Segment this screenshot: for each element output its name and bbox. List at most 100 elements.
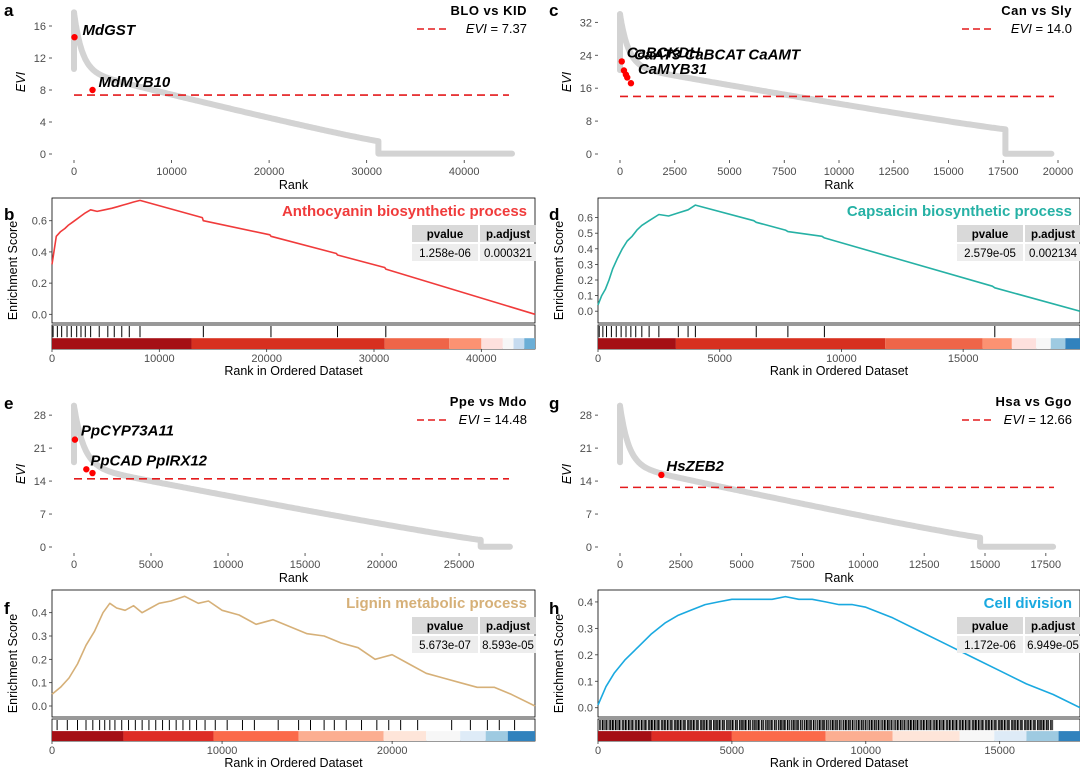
y-tick-label: 0 xyxy=(586,542,592,554)
x-tick-label: 10000 xyxy=(156,166,187,178)
enrichment-score-line xyxy=(597,595,1080,709)
gene-label: MdGST xyxy=(82,22,136,39)
x-tick-label: 5000 xyxy=(139,559,163,571)
highlighted-gene-point xyxy=(618,58,625,65)
x-tick-label: 0 xyxy=(617,166,623,178)
y-axis-title: EVI xyxy=(14,71,28,92)
pvalue-value: 1.258e-06 xyxy=(419,248,471,260)
y-tick-label: 0.5 xyxy=(578,228,593,240)
rank-heat-segment xyxy=(1065,338,1080,349)
rank-heat-segment xyxy=(298,731,384,741)
y-tick-label: 0.3 xyxy=(32,631,47,643)
x-axis-title: Rank xyxy=(279,178,309,192)
rank-heat-segment xyxy=(959,731,995,741)
rank-heat-segment xyxy=(449,338,482,349)
rank-heat-segment xyxy=(502,338,514,349)
gene-label: CaMYB31 xyxy=(638,61,707,78)
table-value-cell xyxy=(480,244,536,261)
x-tick-label: 20000 xyxy=(254,166,285,178)
table-header-cell xyxy=(480,617,536,634)
highlighted-gene-point xyxy=(89,469,96,477)
y-tick-label: 0.1 xyxy=(578,676,593,688)
x-tick-label: 15000 xyxy=(984,745,1015,757)
rank-heat-segment xyxy=(191,338,385,349)
gsea-plot-frame xyxy=(51,589,536,718)
x-tick-label: 7500 xyxy=(772,166,796,178)
y-tick-label: 7 xyxy=(586,509,592,521)
x-tick-label: 0 xyxy=(617,559,623,571)
x-tick-label: 5000 xyxy=(720,745,744,757)
gene-set-title: Cell division xyxy=(984,595,1072,612)
comparison-title: Ppe vs Mdo xyxy=(450,394,527,409)
gene-hit-marks xyxy=(599,720,1054,731)
x-tick-label: 10000 xyxy=(144,353,175,365)
rank-heat-segment xyxy=(1026,731,1059,741)
table-header-pvalue: pvalue xyxy=(427,229,463,241)
rank-heat-segment xyxy=(731,731,826,741)
x-axis-title: Rank xyxy=(824,178,854,192)
y-axis-title: EVI xyxy=(560,463,574,484)
x-tick-label: 5000 xyxy=(707,353,731,365)
y-tick-label: 8 xyxy=(586,116,592,128)
table-value-cell xyxy=(957,636,1023,653)
evi-points-cloud xyxy=(617,402,1057,550)
legend-label: EVI = 14.0 xyxy=(1011,21,1072,36)
x-axis-title: Rank in Ordered Dataset xyxy=(224,756,363,769)
y-tick-label: 14 xyxy=(580,476,592,488)
panel-letter: f xyxy=(4,599,10,618)
table-header-pvalue: pvalue xyxy=(972,621,1008,633)
rank-heat-segment xyxy=(598,338,676,349)
x-tick-label: 0 xyxy=(595,353,601,365)
x-tick-label: 10000 xyxy=(207,745,238,757)
rank-heat-segment xyxy=(481,338,503,349)
rank-heat-segment xyxy=(507,731,535,741)
y-tick-label: 28 xyxy=(34,410,46,422)
x-axis-title: Rank xyxy=(824,571,854,585)
panel-letter: h xyxy=(549,599,559,618)
comparison-title: BLO vs KID xyxy=(450,3,527,18)
x-tick-label: 20000 xyxy=(377,745,408,757)
highlighted-gene-point xyxy=(71,436,79,443)
x-tick-label: 17500 xyxy=(988,166,1019,178)
table-header-padjust: p.adjust xyxy=(1031,621,1075,633)
y-tick-label: 0.2 xyxy=(32,654,47,666)
enrichment-score-line xyxy=(597,204,1080,312)
x-tick-label: 25000 xyxy=(444,559,475,571)
panel-letter: d xyxy=(549,205,559,224)
padjust-value: 8.593e-05 xyxy=(482,640,534,652)
table-value-cell xyxy=(412,244,478,261)
evi-points-cloud xyxy=(71,402,513,550)
x-tick-label: 15000 xyxy=(970,559,1001,571)
table-header-padjust: p.adjust xyxy=(486,621,530,633)
enrichment-score-line xyxy=(51,199,536,316)
gene-label: PpCYP73A11 xyxy=(81,423,174,440)
y-axis-title: Enrichment Score xyxy=(552,614,566,713)
highlighted-gene-point xyxy=(71,34,78,41)
x-tick-label: 0 xyxy=(49,353,55,365)
y-tick-label: 4 xyxy=(40,117,46,129)
rank-heat-segment xyxy=(513,338,525,349)
table-value-cell xyxy=(957,244,1023,261)
x-axis-title: Rank in Ordered Dataset xyxy=(770,364,909,378)
gene-label: PpCAD PpIRX12 xyxy=(90,452,207,469)
y-tick-label: 0.2 xyxy=(578,275,593,287)
x-tick-label: 30000 xyxy=(351,166,382,178)
x-tick-label: 5000 xyxy=(729,559,753,571)
rank-heat-segment xyxy=(383,731,427,741)
comparison-title: Can vs Sly xyxy=(1001,3,1072,18)
x-tick-label: 5000 xyxy=(717,166,741,178)
rank-heat-segment xyxy=(485,731,508,741)
x-tick-label: 12500 xyxy=(878,166,909,178)
x-tick-label: 20000 xyxy=(251,353,282,365)
rank-heat-segment xyxy=(426,731,461,741)
y-tick-label: 0 xyxy=(586,149,592,161)
y-tick-label: 0.1 xyxy=(578,291,593,303)
rank-heat-segment xyxy=(885,338,983,349)
y-tick-label: 0 xyxy=(40,542,46,554)
panel-c: c 0 8 16 24 32 0 2500 5000 7500 10000 12500 15000 175… xyxy=(549,1,1073,192)
table-header-cell xyxy=(957,617,1023,634)
y-tick-label: 0.3 xyxy=(578,259,593,271)
rank-heat-segment xyxy=(825,731,893,741)
x-tick-label: 30000 xyxy=(359,353,390,365)
y-axis-title: EVI xyxy=(560,71,574,92)
